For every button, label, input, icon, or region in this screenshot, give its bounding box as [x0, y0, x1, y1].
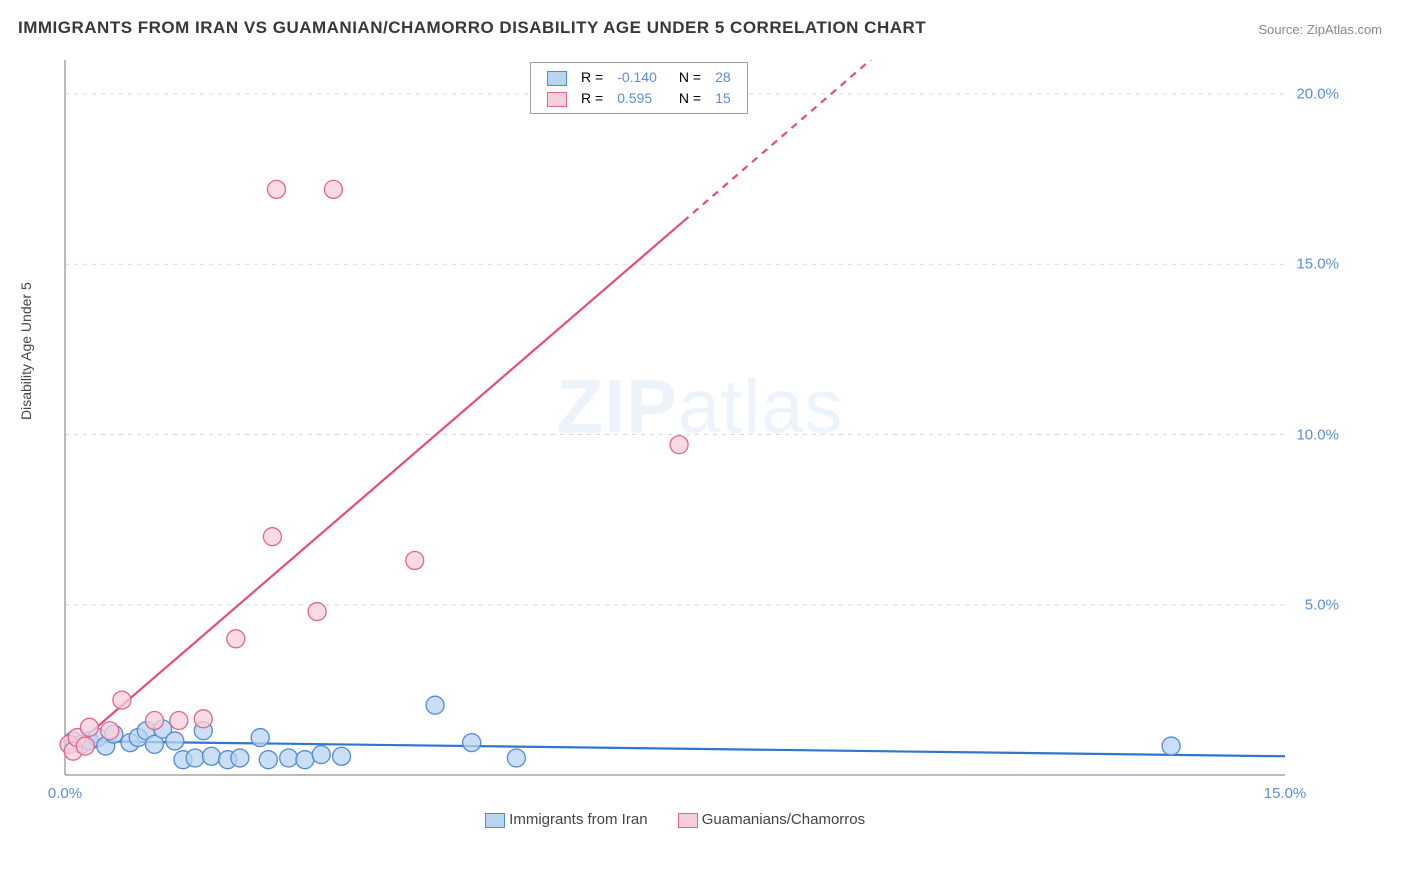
swatch-icon: [547, 71, 567, 86]
r-label: R =: [575, 68, 609, 87]
r-label: R =: [575, 89, 609, 108]
swatch-icon: [485, 813, 505, 828]
r-value: 0.595: [611, 89, 663, 108]
legend-label: Guamanians/Chamorros: [702, 811, 865, 828]
x-tick-label: 0.0%: [48, 785, 82, 802]
n-value: 15: [709, 89, 737, 108]
swatch-icon: [678, 813, 698, 828]
legend-item: Guamanians/Chamorros: [678, 811, 866, 828]
y-axis-label: Disability Age Under 5: [18, 282, 34, 420]
x-tick-label: 15.0%: [1264, 785, 1307, 802]
source-credit: Source: ZipAtlas.com: [1258, 22, 1382, 37]
n-value: 28: [709, 68, 737, 87]
y-tick-label: 5.0%: [1305, 596, 1339, 613]
n-label: N =: [665, 89, 707, 108]
n-label: N =: [665, 68, 707, 87]
y-tick-label: 15.0%: [1296, 256, 1339, 273]
legend-stats-table: R =-0.140N =28 R =0.595N =15: [539, 66, 739, 110]
swatch-icon: [547, 92, 567, 107]
legend-stats: R =-0.140N =28 R =0.595N =15: [530, 62, 748, 114]
y-tick-label: 10.0%: [1296, 426, 1339, 443]
chart-title: IMMIGRANTS FROM IRAN VS GUAMANIAN/CHAMOR…: [18, 18, 926, 38]
legend-item: Immigrants from Iran: [485, 811, 648, 828]
r-value: -0.140: [611, 68, 663, 87]
chart-area: ZIPatlas R =-0.140N =28R =0.595N =15 Imm…: [55, 60, 1345, 830]
scatter-plot: [55, 60, 1345, 830]
y-tick-label: 20.0%: [1296, 86, 1339, 103]
legend-series: Immigrants from Iran Guamanians/Chamorro…: [485, 811, 895, 828]
legend-label: Immigrants from Iran: [509, 811, 647, 828]
